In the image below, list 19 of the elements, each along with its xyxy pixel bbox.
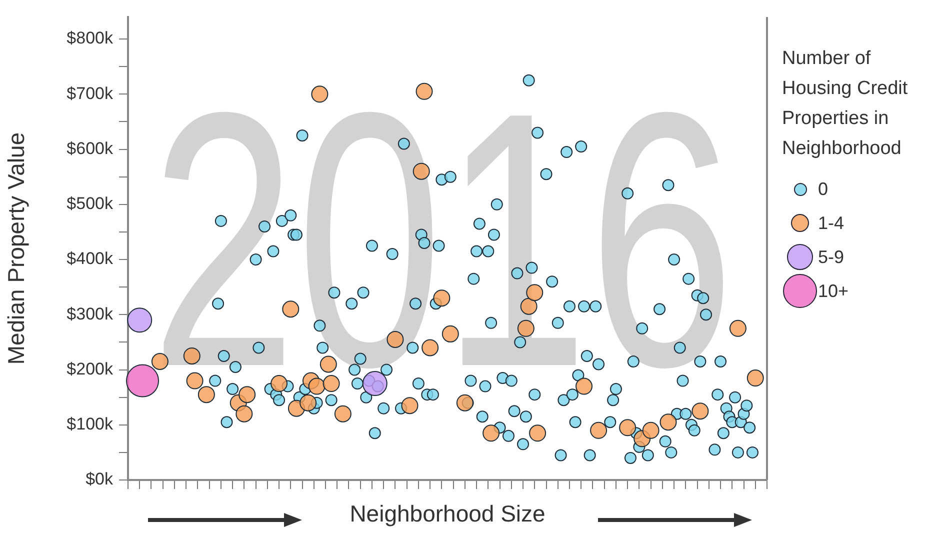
point	[746, 370, 764, 387]
y-tick-label: $300k	[66, 304, 114, 324]
y-tick-label: $400k	[66, 249, 114, 268]
y-tick-label: $700k	[66, 84, 114, 103]
y-tick-label: $0k	[86, 470, 114, 489]
legend-label: 0	[818, 178, 828, 200]
legend-label: 1-4	[818, 212, 844, 234]
y-tick-label: $100k	[66, 414, 114, 434]
legend-label: 10+	[818, 280, 849, 302]
legend-label: 5-9	[818, 246, 844, 268]
point	[126, 364, 160, 398]
y-axis-title: Median Property Value	[3, 132, 30, 365]
x-axis-title: Neighborhood Size	[350, 500, 546, 527]
legend-title: Number of Housing Credit Properties in Neighborhood	[782, 47, 909, 161]
y-tick-label: $600k	[66, 138, 114, 158]
y-tick-label: $800k	[66, 28, 114, 48]
point	[127, 308, 152, 333]
y-tick-label: $500k	[66, 194, 114, 214]
y-tick-label: $200k	[66, 359, 114, 378]
